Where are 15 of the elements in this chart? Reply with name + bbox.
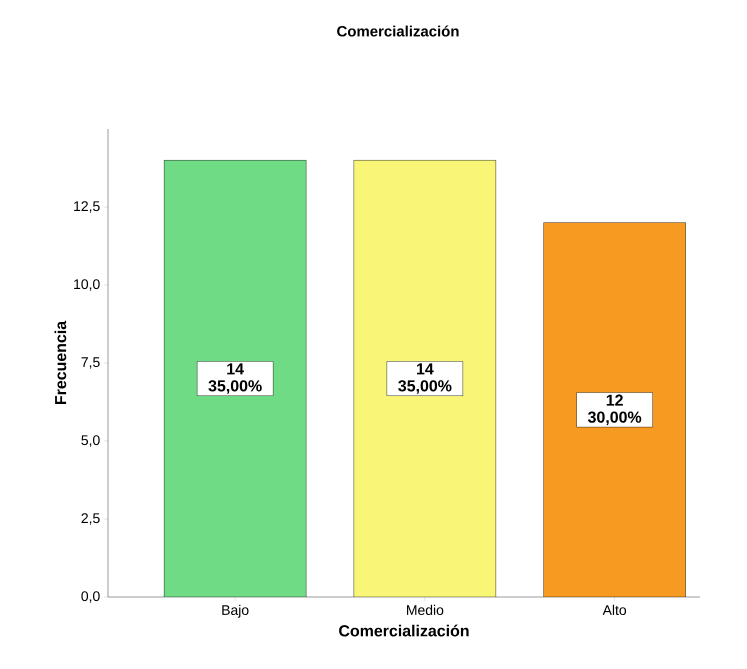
y-tick-label: 5,0 [81, 435, 100, 447]
y-tick-label: 7,5 [82, 357, 100, 369]
y-axis-title: Frecuencia [54, 320, 66, 404]
x-tick-label: Medio [407, 604, 444, 616]
y-tick-label: 12,5 [74, 201, 100, 213]
x-tick-label: Bajo [222, 604, 248, 618]
y-tick-label: 0,0 [81, 591, 100, 603]
data-label: 14 35,00% [208, 363, 262, 394]
data-label: 12 30,00% [588, 394, 642, 426]
data-label: 14 35,00% [398, 363, 452, 394]
x-tick-label: Alto [602, 604, 626, 616]
chart-title: Comercialización [337, 25, 459, 37]
x-axis-title: Comercialización [339, 624, 469, 636]
y-tick-label: 2,5 [82, 513, 100, 525]
y-tick-label: 10,0 [74, 279, 100, 291]
